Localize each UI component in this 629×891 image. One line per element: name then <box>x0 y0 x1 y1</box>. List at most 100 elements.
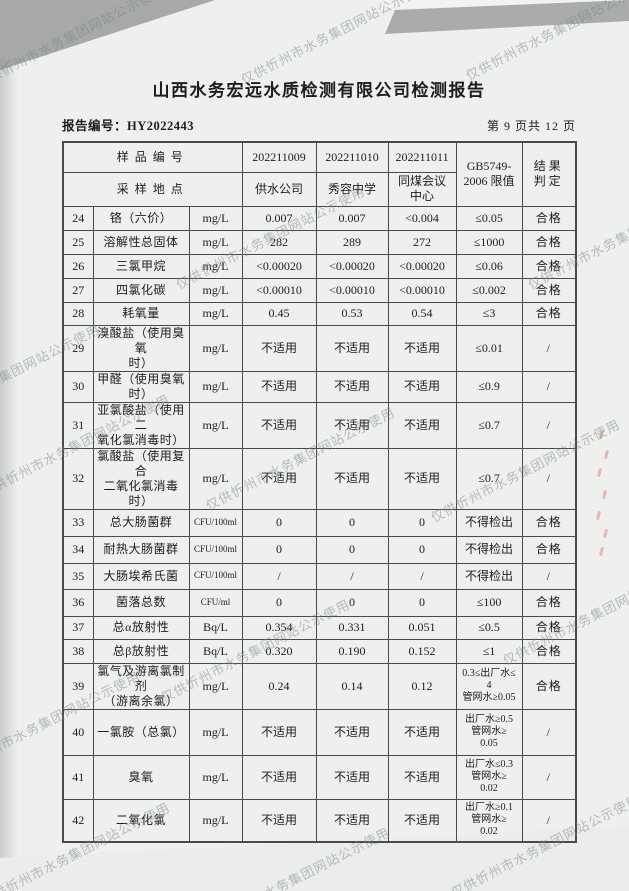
table-row: 35 大肠埃希氏菌 CFU/100ml / / / 不得检出 / <box>62 562 577 590</box>
cell-unit: mg/L <box>188 662 243 710</box>
cell-value-sample-3: 0 <box>387 535 457 564</box>
cell-value-sample-2: 0.007 <box>315 205 389 231</box>
cell-row-number: 29 <box>62 324 94 372</box>
cell-value-sample-3: 0 <box>387 588 457 617</box>
cell-parameter-name: 菌落总数 <box>92 588 190 617</box>
sample-id-1: 202211009 <box>241 141 317 173</box>
page-indicator: 第 9 页共 12 页 <box>486 119 576 133</box>
cell-unit: mg/L <box>188 301 243 326</box>
cell-unit: mg/L <box>188 205 243 231</box>
sample-site-2: 秀容中学 <box>315 171 389 207</box>
report-meta-row: 报告编号：HY2022443 第 9 页共 12 页 <box>62 115 576 134</box>
cell-value-sample-1: <0.00010 <box>241 277 317 303</box>
red-ink-bleed <box>602 528 609 539</box>
cell-result: 合格 <box>521 638 577 664</box>
results-table-body: 24 铬（六价） mg/L 0.007 0.007 <0.004 ≤0.05 合格 25 溶解性总… <box>62 205 577 843</box>
report-number: 报告编号：HY2022443 <box>62 119 195 133</box>
table-row: 30 甲醛（使用臭氧时） mg/L 不适用 不适用 不适用 ≤0.9/ <box>62 370 577 403</box>
cell-value-sample-3: 不适用 <box>387 754 457 800</box>
cell-limit: ≤1000 <box>455 229 523 255</box>
cell-value-sample-2: / <box>315 562 389 590</box>
cell-limit: ≤0.01 <box>455 324 523 372</box>
cell-row-number: 30 <box>62 370 94 403</box>
cell-parameter-name: 亚氯酸盐（使用二 氧化氯消毒时） <box>92 401 190 449</box>
sample-id-label: 样品编号 <box>62 141 243 173</box>
cell-parameter-name: 二氧化氯 <box>92 798 190 843</box>
cell-limit: 不得检出 <box>455 508 523 537</box>
report-title: 山西水务宏远水质检测有限公司检测报告 <box>152 81 486 100</box>
limit-column-header: GB5749- 2006 限值 <box>455 141 523 207</box>
cell-parameter-name: 甲醛（使用臭氧时） <box>92 370 190 403</box>
cell-value-sample-2: 不适用 <box>315 708 389 756</box>
cell-limit: 出厂水≤0.3 管网水≥ 0.02 <box>455 754 523 800</box>
red-ink-bleed <box>595 510 602 521</box>
cell-value-sample-2: 0.14 <box>315 662 389 710</box>
table-row: 36 菌落总数 CFU/ml 0 0 0 ≤100 合格 <box>62 588 577 617</box>
cell-value-sample-1: 不适用 <box>241 370 317 403</box>
cell-value-sample-1: 不适用 <box>241 401 317 449</box>
cell-value-sample-2: 0 <box>315 535 389 564</box>
red-ink-bleed <box>603 449 610 460</box>
table-row: 33 总大肠菌群 CFU/100ml 0 0 0 不得检出 合格 <box>62 508 577 537</box>
red-ink-bleed <box>601 489 608 500</box>
cell-unit: mg/L <box>188 798 243 843</box>
cell-value-sample-1: <0.00020 <box>241 253 317 279</box>
cell-result: 合格 <box>521 277 577 303</box>
cell-value-sample-1: 0 <box>241 535 317 564</box>
cell-parameter-name: 大肠埃希氏菌 <box>92 562 190 590</box>
cell-value-sample-2: 不适用 <box>315 370 389 403</box>
table-row: 42 二氧化氯 mg/L 不适用 不适用 不适用 出厂水≥0.1 管网水≥ 0.02/ <box>62 798 577 843</box>
cell-limit: ≤0.05 <box>455 205 523 231</box>
cell-unit: mg/L <box>188 324 243 372</box>
scanner-bed-corner-left <box>0 0 215 70</box>
cell-unit: mg/L <box>188 754 243 800</box>
table-row: 32 氯酸盐（使用复合 二氧化氯消毒时） mg/L 不适用 不适用 不适用 ≤0.7/ <box>62 447 577 510</box>
cell-value-sample-3: 272 <box>387 229 457 255</box>
cell-result: / <box>521 324 577 372</box>
cell-value-sample-3: 不适用 <box>387 798 457 843</box>
table-row: 28 耗氧量 mg/L 0.45 0.53 0.54 ≤3 合格 <box>62 301 577 326</box>
cell-value-sample-2: <0.00020 <box>315 253 389 279</box>
cell-parameter-name: 耗氧量 <box>92 301 190 326</box>
cell-value-sample-3: 不适用 <box>387 370 457 403</box>
cell-value-sample-2: 289 <box>315 229 389 255</box>
table-row: 41 臭氧 mg/L 不适用 不适用 不适用 出厂水≤0.3 管网水≥ 0.02/ <box>62 754 577 800</box>
cell-unit: mg/L <box>188 229 243 255</box>
cell-row-number: 39 <box>62 662 94 710</box>
cell-result: / <box>521 798 577 843</box>
table-row: 29 溴酸盐（使用臭氧 时） mg/L 不适用 不适用 不适用 ≤0.01/ <box>62 324 577 372</box>
cell-result: 合格 <box>521 662 577 710</box>
cell-result: / <box>521 562 577 590</box>
header-row-sample-site: 采样地点 供水公司 秀容中学 同煤会议 中心 <box>62 171 576 207</box>
paper-left-edge-shadow <box>0 58 18 858</box>
header-row-sample-id: 样品编号 202211009 202211010 202211011 GB574… <box>62 141 577 207</box>
sample-site-3: 同煤会议 中心 <box>387 171 457 207</box>
cell-value-sample-2: 不适用 <box>315 447 389 510</box>
cell-value-sample-1: 不适用 <box>241 324 317 372</box>
cell-row-number: 32 <box>62 447 94 510</box>
cell-row-number: 37 <box>62 615 94 640</box>
cell-limit: ≤0.06 <box>455 253 523 279</box>
cell-limit: ≤1 <box>455 638 523 664</box>
cell-parameter-name: 三氯甲烷 <box>92 253 190 279</box>
table-row: 38 总β放射性 Bq/L 0.320 0.190 0.152 ≤1 合格 <box>62 638 577 664</box>
red-ink-bleed <box>598 546 605 557</box>
cell-row-number: 42 <box>62 798 94 843</box>
cell-parameter-name: 溴酸盐（使用臭氧 时） <box>92 324 190 372</box>
cell-result: 合格 <box>521 253 577 279</box>
cell-row-number: 31 <box>62 401 94 449</box>
table-row: 39 氯气及游离氯制剂 （游离余氯） mg/L 0.24 0.14 0.12 0.3≤出厂水… <box>62 662 577 710</box>
result-column-header: 结果 判定 <box>521 141 577 207</box>
cell-value-sample-3: 0.152 <box>387 638 457 664</box>
cell-limit: ≤3 <box>455 301 523 326</box>
cell-value-sample-1: 不适用 <box>241 447 317 510</box>
cell-value-sample-3: 0.12 <box>387 662 457 710</box>
cell-result: / <box>521 754 577 800</box>
results-table: 样品编号 202211009 202211010 202211011 GB574… <box>62 141 578 843</box>
cell-value-sample-2: 0 <box>315 588 389 617</box>
cell-value-sample-3: / <box>387 562 457 590</box>
cell-value-sample-2: 不适用 <box>315 754 389 800</box>
sample-site-label: 采样地点 <box>62 171 243 207</box>
cell-value-sample-2: 0.331 <box>315 615 389 640</box>
